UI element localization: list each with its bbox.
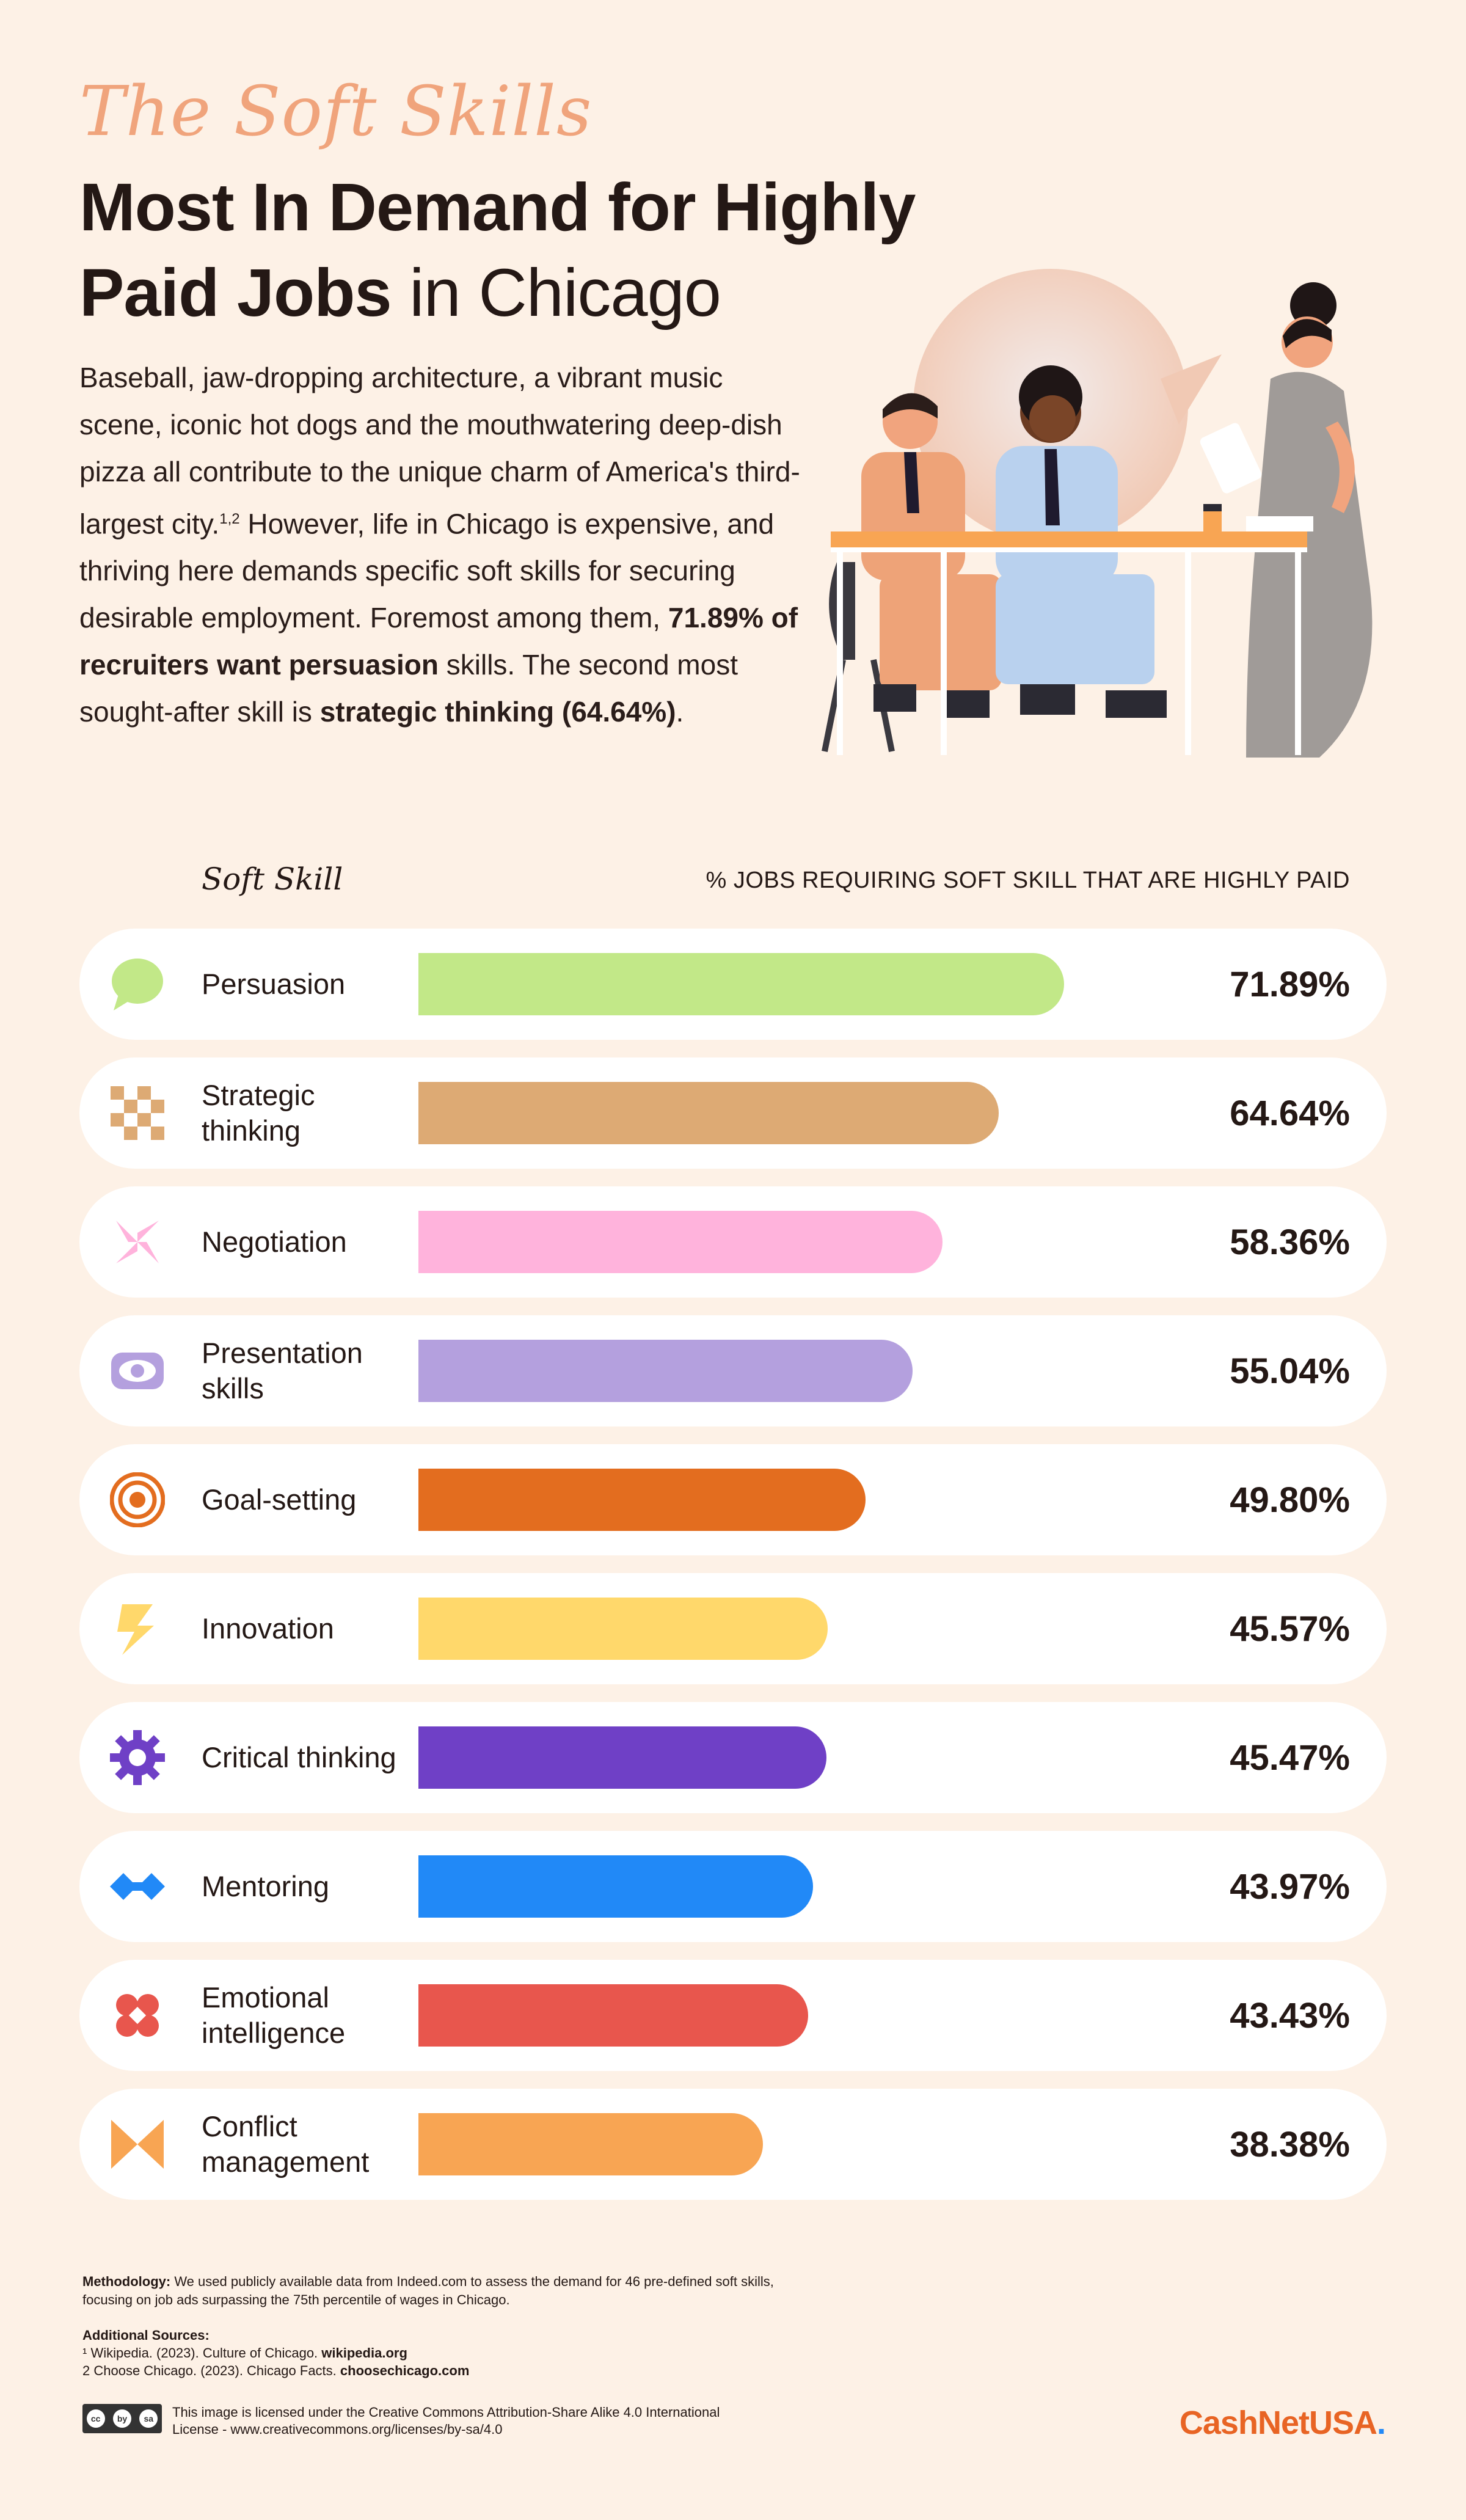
script-title: The Soft Skills bbox=[79, 72, 593, 152]
category-label: Persuasion bbox=[202, 968, 346, 1000]
bar bbox=[418, 953, 1064, 1015]
value-label: 38.38% bbox=[1230, 2124, 1350, 2164]
sa-icon: sa bbox=[139, 2409, 158, 2428]
bar bbox=[418, 1469, 866, 1531]
chart-row: Goal-setting 49.80% bbox=[79, 1444, 1387, 1555]
brand-suffix: USA bbox=[1308, 2405, 1377, 2441]
brand-logo: CashNetUSA. bbox=[1179, 2404, 1386, 2442]
bar bbox=[418, 1855, 814, 1918]
chart-row: Presentation skills 55.04% bbox=[79, 1315, 1387, 1426]
bar bbox=[418, 1340, 913, 1402]
license-text: This image is licensed under the Creativ… bbox=[172, 2405, 720, 2437]
intro-bold-1: 71.89% of recruiters want persuasion bbox=[79, 602, 798, 681]
category-label: Goal-setting bbox=[202, 1483, 357, 1516]
category-label: Emotional intelligence bbox=[202, 1981, 346, 2049]
bar bbox=[418, 1598, 828, 1660]
intro-paragraph: Baseball, jaw-dropping architecture, a v… bbox=[79, 354, 812, 736]
bowtie-icon bbox=[110, 2117, 165, 2172]
source-1: ¹ Wikipedia. (2023). Culture of Chicago. bbox=[82, 2345, 322, 2361]
category-label: Mentoring bbox=[202, 1870, 329, 1902]
value-label: 49.80% bbox=[1230, 1480, 1350, 1520]
headline-line-2: Paid Jobs bbox=[79, 255, 392, 331]
checkerboard-icon bbox=[110, 1086, 165, 1141]
chart-row: Persuasion 71.89% bbox=[79, 929, 1387, 1040]
sources-label: Additional Sources: bbox=[82, 2328, 210, 2343]
additional-sources: Additional Sources: ¹ Wikipedia. (2023).… bbox=[82, 2326, 785, 2379]
column-header-skill: Soft Skill bbox=[202, 861, 343, 897]
meeting-illustration bbox=[822, 269, 1373, 758]
headline-line-1: Most In Demand for Highly bbox=[79, 170, 916, 245]
intro-bold-2: strategic thinking (64.64%) bbox=[319, 696, 676, 728]
category-label: Critical thinking bbox=[202, 1741, 396, 1773]
heart-cluster-icon bbox=[110, 1988, 165, 2043]
eye-icon bbox=[110, 1343, 165, 1398]
bar bbox=[418, 1984, 809, 2047]
category-label: Innovation bbox=[202, 1612, 334, 1645]
chart-row: Negotiation 58.36% bbox=[79, 1186, 1387, 1298]
bar bbox=[418, 1082, 999, 1144]
intro-text-4: . bbox=[676, 696, 684, 728]
cc-icon: cc bbox=[86, 2409, 105, 2428]
target-icon bbox=[109, 1472, 166, 1528]
value-label: 45.57% bbox=[1230, 1609, 1350, 1649]
source-2-link[interactable]: choosechicago.com bbox=[340, 2363, 470, 2378]
speech-bubble-icon bbox=[110, 957, 165, 1012]
intro-footnote: 1,2 bbox=[219, 511, 240, 527]
source-2: 2 Choose Chicago. (2023). Chicago Facts. bbox=[82, 2363, 340, 2378]
chart-row: Innovation 45.57% bbox=[79, 1573, 1387, 1684]
chart-row: Critical thinking 45.47% bbox=[79, 1702, 1387, 1813]
value-label: 64.64% bbox=[1230, 1093, 1350, 1133]
bar bbox=[418, 1726, 827, 1789]
value-label: 58.36% bbox=[1230, 1222, 1350, 1262]
methodology-label: Methodology: bbox=[82, 2274, 171, 2289]
cc-license-badge[interactable]: cc by sa bbox=[82, 2404, 162, 2433]
value-label: 43.97% bbox=[1230, 1866, 1350, 1907]
value-label: 55.04% bbox=[1230, 1351, 1350, 1391]
source-1-link[interactable]: wikipedia.org bbox=[321, 2345, 407, 2361]
diamond-link-icon bbox=[110, 1859, 165, 1914]
intro-text-1: Baseball, jaw-dropping architecture, a v… bbox=[79, 362, 800, 540]
lightning-icon bbox=[110, 1601, 165, 1656]
value-label: 43.43% bbox=[1230, 1995, 1350, 2036]
chart-row: Mentoring 43.97% bbox=[79, 1831, 1387, 1942]
gear-icon bbox=[110, 1730, 165, 1785]
chart-row: Conflict management 38.38% bbox=[79, 2089, 1387, 2200]
brand-dot: . bbox=[1376, 2405, 1386, 2441]
methodology-note: Methodology: We used publicly available … bbox=[82, 2273, 785, 2309]
category-label: Conflict management bbox=[202, 2110, 370, 2178]
chart-row: Emotional intelligence 43.43% bbox=[79, 1960, 1387, 2071]
methodology-text: We used publicly available data from Ind… bbox=[82, 2274, 774, 2307]
value-label: 71.89% bbox=[1230, 964, 1350, 1004]
intro-text-2: However, life in Chicago is expensive, a… bbox=[79, 508, 775, 634]
chart-row: Strategic thinking 64.64% bbox=[79, 1057, 1387, 1169]
column-header-percent: % JOBS REQUIRING SOFT SKILL THAT ARE HIG… bbox=[706, 867, 1350, 893]
brand-name: CashNet bbox=[1179, 2405, 1310, 2441]
category-label: Strategic thinking bbox=[202, 1079, 315, 1147]
value-label: 45.47% bbox=[1230, 1737, 1350, 1778]
pinwheel-icon bbox=[110, 1214, 165, 1269]
by-icon: by bbox=[112, 2409, 131, 2428]
page-title: Most In Demand for Highly Paid Jobs in C… bbox=[79, 165, 996, 336]
bar bbox=[418, 2113, 764, 2175]
intro-text-3: skills. The second most sought-after ski… bbox=[79, 649, 738, 728]
bar bbox=[418, 1211, 943, 1273]
category-label: Negotiation bbox=[202, 1225, 347, 1258]
category-label: Presentation skills bbox=[202, 1337, 363, 1404]
headline-light: in Chicago bbox=[391, 255, 721, 331]
